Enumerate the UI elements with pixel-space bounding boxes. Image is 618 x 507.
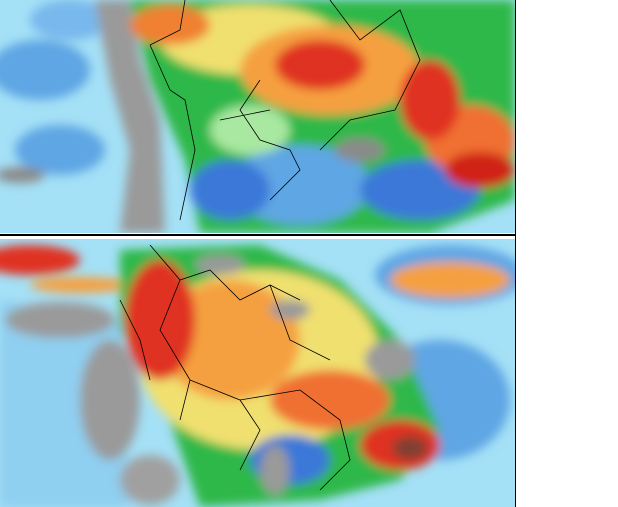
borders: [119, 244, 351, 491]
top-map-panel: [0, 0, 515, 233]
borders: [149, 0, 421, 221]
bottom-map-panel: [0, 239, 515, 507]
